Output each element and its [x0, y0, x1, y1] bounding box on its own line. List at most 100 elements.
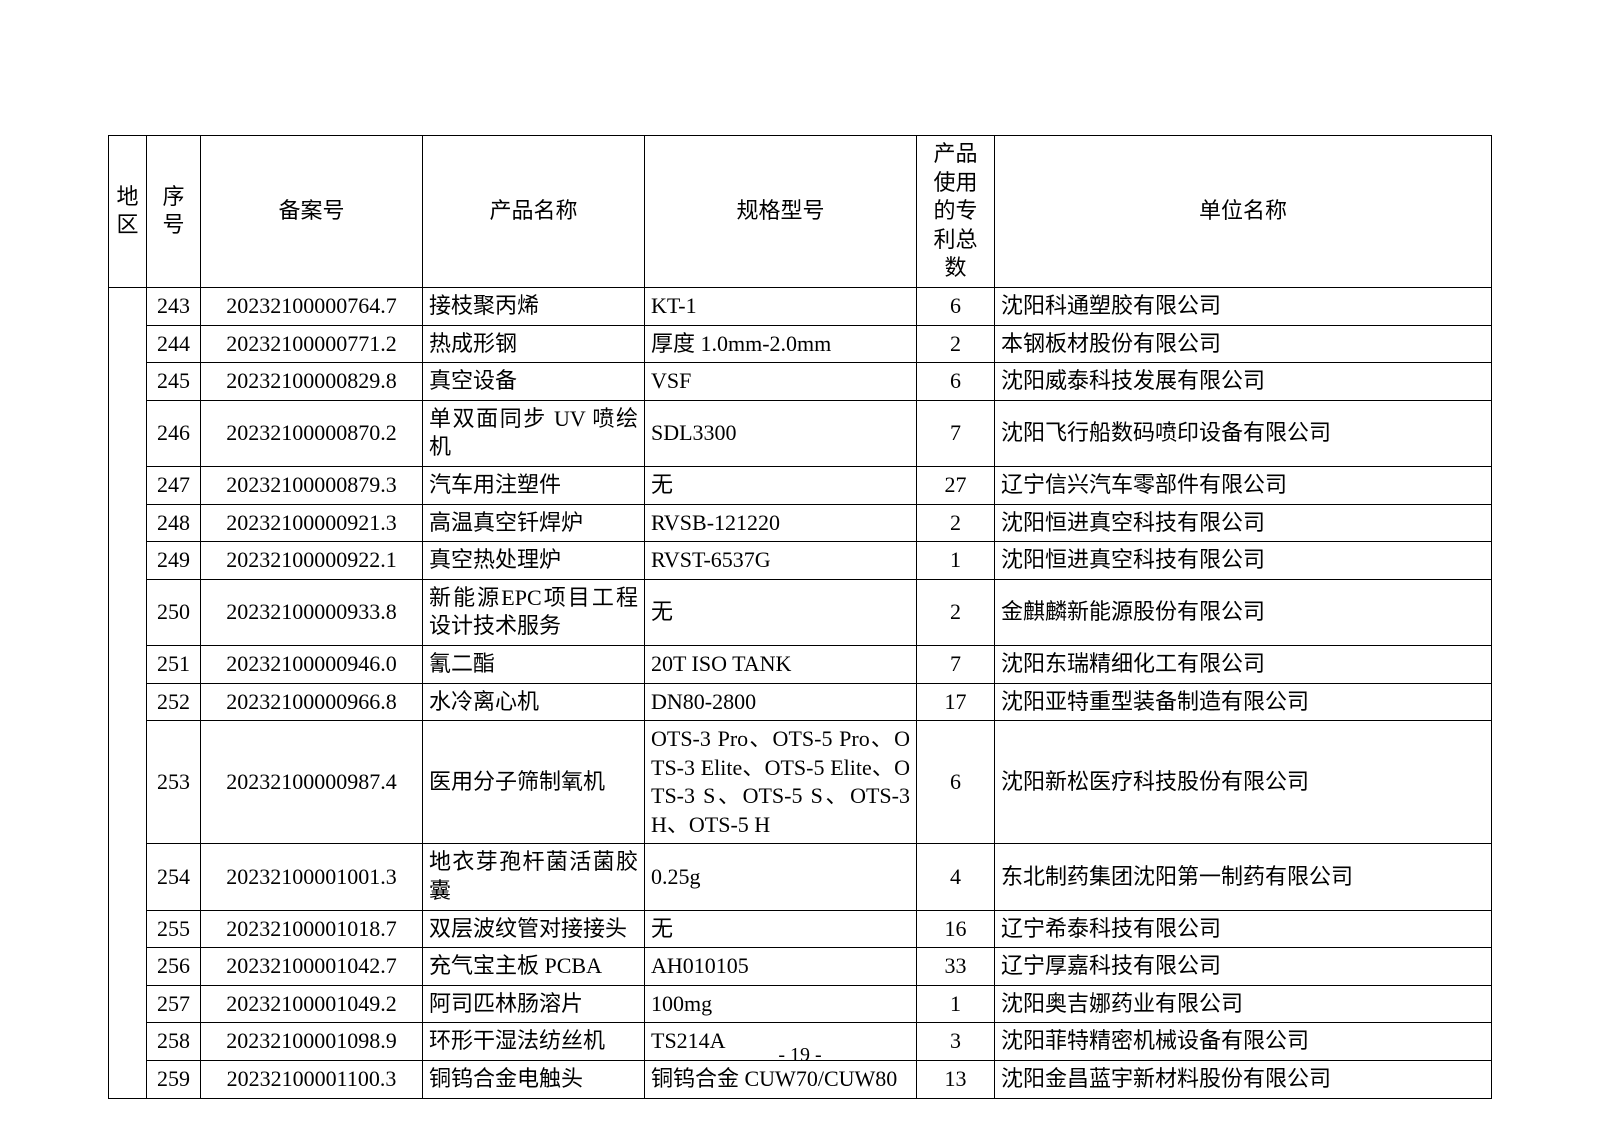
cell-seq: 257 [147, 985, 201, 1023]
cell-case-no: 20232100000764.7 [201, 287, 423, 325]
cell-unit: 沈阳威泰科技发展有限公司 [995, 363, 1492, 401]
cell-product: 充气宝主板 PCBA [423, 948, 645, 986]
cell-unit: 沈阳亚特重型装备制造有限公司 [995, 683, 1492, 721]
col-header-unit: 单位名称 [995, 136, 1492, 288]
cell-product: 双层波纹管对接接头 [423, 910, 645, 948]
cell-patents: 1 [917, 985, 995, 1023]
table-row: 25320232100000987.4医用分子筛制氧机OTS-3 Pro、OTS… [109, 721, 1492, 844]
cell-patents: 4 [917, 844, 995, 910]
table-row: 24320232100000764.7接枝聚丙烯KT-16沈阳科通塑胶有限公司 [109, 287, 1492, 325]
cell-case-no: 20232100001018.7 [201, 910, 423, 948]
cell-unit: 沈阳恒进真空科技有限公司 [995, 542, 1492, 580]
cell-case-no: 20232100000933.8 [201, 579, 423, 645]
cell-spec: DN80-2800 [645, 683, 917, 721]
cell-seq: 247 [147, 466, 201, 504]
cell-seq: 254 [147, 844, 201, 910]
cell-patents: 2 [917, 504, 995, 542]
cell-patents: 7 [917, 645, 995, 683]
cell-seq: 245 [147, 363, 201, 401]
cell-unit: 本钢板材股份有限公司 [995, 325, 1492, 363]
cell-seq: 248 [147, 504, 201, 542]
cell-seq: 255 [147, 910, 201, 948]
cell-unit: 沈阳科通塑胶有限公司 [995, 287, 1492, 325]
cell-patents: 6 [917, 721, 995, 844]
cell-patents: 2 [917, 579, 995, 645]
col-header-case: 备案号 [201, 136, 423, 288]
cell-patents: 2 [917, 325, 995, 363]
cell-seq: 246 [147, 400, 201, 466]
cell-spec: AH010105 [645, 948, 917, 986]
cell-product: 汽车用注塑件 [423, 466, 645, 504]
col-header-region: 地区 [109, 136, 147, 288]
cell-product: 地衣芽孢杆菌活菌胶囊 [423, 844, 645, 910]
cell-case-no: 20232100001049.2 [201, 985, 423, 1023]
cell-unit: 辽宁希泰科技有限公司 [995, 910, 1492, 948]
cell-product: 真空热处理炉 [423, 542, 645, 580]
cell-spec: VSF [645, 363, 917, 401]
cell-spec: 厚度 1.0mm-2.0mm [645, 325, 917, 363]
cell-spec: SDL3300 [645, 400, 917, 466]
col-header-spec: 规格型号 [645, 136, 917, 288]
cell-unit: 沈阳新松医疗科技股份有限公司 [995, 721, 1492, 844]
cell-seq: 256 [147, 948, 201, 986]
table-row: 25520232100001018.7双层波纹管对接接头无16辽宁希泰科技有限公… [109, 910, 1492, 948]
cell-product: 高温真空钎焊炉 [423, 504, 645, 542]
cell-seq: 251 [147, 645, 201, 683]
table-row: 25220232100000966.8水冷离心机DN80-280017沈阳亚特重… [109, 683, 1492, 721]
cell-case-no: 20232100001001.3 [201, 844, 423, 910]
col-header-patents: 产品使用的专利总数 [917, 136, 995, 288]
cell-seq: 250 [147, 579, 201, 645]
cell-spec: 无 [645, 579, 917, 645]
table-row: 24520232100000829.8真空设备VSF6沈阳威泰科技发展有限公司 [109, 363, 1492, 401]
cell-spec: RVSB-121220 [645, 504, 917, 542]
cell-product: 真空设备 [423, 363, 645, 401]
cell-product: 热成形钢 [423, 325, 645, 363]
cell-unit: 东北制药集团沈阳第一制药有限公司 [995, 844, 1492, 910]
cell-spec: 无 [645, 910, 917, 948]
table-body: 24320232100000764.7接枝聚丙烯KT-16沈阳科通塑胶有限公司2… [109, 287, 1492, 1098]
cell-patents: 7 [917, 400, 995, 466]
cell-spec: 100mg [645, 985, 917, 1023]
table-row: 25120232100000946.0氰二酯20T ISO TANK7沈阳东瑞精… [109, 645, 1492, 683]
cell-product: 氰二酯 [423, 645, 645, 683]
cell-product: 接枝聚丙烯 [423, 287, 645, 325]
table-row: 25720232100001049.2阿司匹林肠溶片100mg1沈阳奥吉娜药业有… [109, 985, 1492, 1023]
cell-patents: 33 [917, 948, 995, 986]
cell-case-no: 20232100000921.3 [201, 504, 423, 542]
col-header-seq: 序号 [147, 136, 201, 288]
cell-spec: 20T ISO TANK [645, 645, 917, 683]
cell-spec: OTS-3 Pro、OTS-5 Pro、OTS-3 Elite、OTS-5 El… [645, 721, 917, 844]
cell-spec: 0.25g [645, 844, 917, 910]
cell-seq: 243 [147, 287, 201, 325]
table-row: 24720232100000879.3汽车用注塑件无27辽宁信兴汽车零部件有限公… [109, 466, 1492, 504]
page-number: - 19 - [0, 1044, 1600, 1067]
cell-seq: 252 [147, 683, 201, 721]
cell-unit: 沈阳东瑞精细化工有限公司 [995, 645, 1492, 683]
cell-seq: 253 [147, 721, 201, 844]
col-header-product: 产品名称 [423, 136, 645, 288]
cell-case-no: 20232100000966.8 [201, 683, 423, 721]
cell-unit: 金麒麟新能源股份有限公司 [995, 579, 1492, 645]
cell-spec: 无 [645, 466, 917, 504]
cell-patents: 17 [917, 683, 995, 721]
table-row: 24620232100000870.2单双面同步 UV 喷绘机SDL33007沈… [109, 400, 1492, 466]
cell-spec: KT-1 [645, 287, 917, 325]
cell-patents: 16 [917, 910, 995, 948]
table-head: 地区 序号 备案号 产品名称 规格型号 产品使用的专利总数 单位名称 [109, 136, 1492, 288]
cell-unit: 辽宁厚嘉科技有限公司 [995, 948, 1492, 986]
cell-case-no: 20232100000870.2 [201, 400, 423, 466]
table-row: 24420232100000771.2热成形钢厚度 1.0mm-2.0mm2本钢… [109, 325, 1492, 363]
cell-case-no: 20232100000946.0 [201, 645, 423, 683]
cell-patents: 1 [917, 542, 995, 580]
table-row: 24820232100000921.3高温真空钎焊炉RVSB-1212202沈阳… [109, 504, 1492, 542]
cell-product: 医用分子筛制氧机 [423, 721, 645, 844]
document-page: 地区 序号 备案号 产品名称 规格型号 产品使用的专利总数 单位名称 24320… [0, 0, 1600, 1131]
cell-seq: 244 [147, 325, 201, 363]
cell-case-no: 20232100001042.7 [201, 948, 423, 986]
cell-case-no: 20232100000922.1 [201, 542, 423, 580]
cell-patents: 27 [917, 466, 995, 504]
table-row: 25020232100000933.8新能源EPC项目工程设计技术服务无2金麒麟… [109, 579, 1492, 645]
cell-unit: 辽宁信兴汽车零部件有限公司 [995, 466, 1492, 504]
cell-product: 新能源EPC项目工程设计技术服务 [423, 579, 645, 645]
cell-region [109, 287, 147, 1098]
